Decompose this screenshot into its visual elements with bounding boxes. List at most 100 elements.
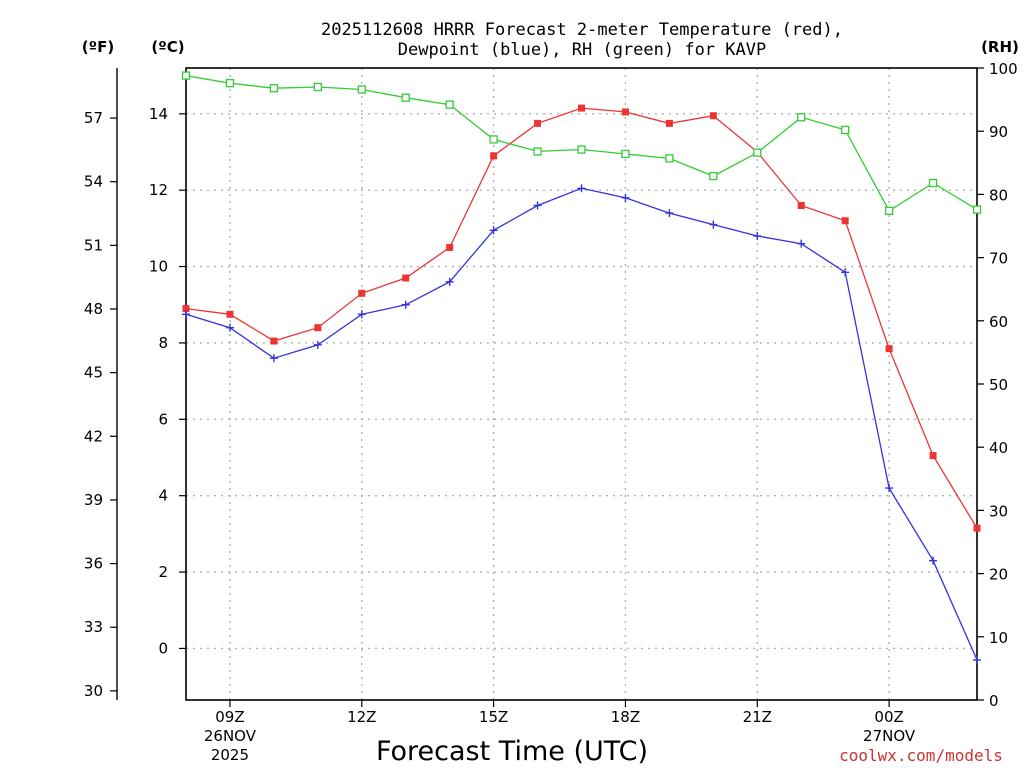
dewpoint-point xyxy=(929,556,938,565)
dewpoint-point xyxy=(797,239,806,248)
rh-tick-label: 70 xyxy=(989,250,1008,268)
plot-frame xyxy=(185,67,978,701)
temperature-point xyxy=(226,310,234,318)
dewpoint-point xyxy=(753,232,762,241)
x-tick-label: 09Z xyxy=(215,708,244,726)
dewpoint-point xyxy=(489,226,498,235)
dewpoint-point xyxy=(621,193,630,202)
celsius-tick-label: 8 xyxy=(158,334,168,352)
fahrenheit-tick-label: 39 xyxy=(84,491,103,509)
fahrenheit-tick-label: 36 xyxy=(84,555,103,573)
credit-text: coolwx.com/models xyxy=(839,746,1003,765)
temperature-line xyxy=(185,107,978,529)
rh-tick-label: 30 xyxy=(989,502,1008,520)
fahrenheit-tick-label: 48 xyxy=(84,300,103,318)
rh-point xyxy=(181,71,191,80)
dewpoint-point xyxy=(357,310,366,319)
x-tick-year-label: 2025 xyxy=(211,746,249,764)
temperature-point xyxy=(929,452,937,460)
fahrenheit-tick-label: 51 xyxy=(84,236,103,254)
rh-point xyxy=(621,149,630,159)
temperature-point xyxy=(314,324,322,332)
dewpoint-point xyxy=(313,340,322,349)
rh-tick-label: 10 xyxy=(989,629,1008,647)
rh-point xyxy=(225,79,235,88)
temperature-point xyxy=(446,243,454,251)
fahrenheit-tick-label: 30 xyxy=(84,682,103,700)
rh-point xyxy=(401,93,410,102)
x-tick-date-label: 27NOV xyxy=(863,727,916,745)
x-tick-date-label: 26NOV xyxy=(204,727,257,745)
rh-point xyxy=(489,135,498,144)
dewpoint-point xyxy=(709,220,718,229)
temperature-point xyxy=(534,119,542,127)
fahrenheit-tick-label: 33 xyxy=(84,618,103,636)
fahrenheit-tick-label: 42 xyxy=(84,427,103,445)
dewpoint-point xyxy=(225,323,234,332)
celsius-tick-label: 14 xyxy=(149,105,168,123)
temperature-point xyxy=(709,112,717,120)
rh-point xyxy=(709,171,718,181)
temperature-point xyxy=(182,305,190,313)
axes xyxy=(110,67,984,707)
celsius-unit-label: (ºC) xyxy=(151,38,184,56)
temperature-point xyxy=(490,152,498,160)
rh-point xyxy=(884,206,894,215)
dewpoint-point xyxy=(533,201,542,210)
fahrenheit-tick-label: 45 xyxy=(84,364,103,382)
fahrenheit-tick-label: 54 xyxy=(84,173,103,191)
temperature-point xyxy=(358,289,366,297)
x-tick-label: 12Z xyxy=(347,708,376,726)
fahrenheit-unit-label: (ºF) xyxy=(82,38,114,56)
rh-tick-label: 60 xyxy=(989,313,1008,331)
rh-tick-label: 0 xyxy=(989,692,999,710)
temperature-point xyxy=(973,524,981,532)
dewpoint-point xyxy=(182,310,190,319)
x-axis-label: Forecast Time (UTC) xyxy=(376,736,648,767)
temperature-point xyxy=(402,274,410,282)
temperature-point xyxy=(841,217,849,225)
fahrenheit-tick-label: 57 xyxy=(84,109,103,127)
rh-point xyxy=(269,84,279,93)
celsius-tick-label: 12 xyxy=(149,181,168,199)
rh-tick-label: 40 xyxy=(989,439,1008,457)
plot-area xyxy=(181,71,982,664)
temperature-point xyxy=(665,119,673,127)
x-tick-label: 15Z xyxy=(479,708,508,726)
temperature-point xyxy=(578,104,585,112)
chart-title-line1: 2025112608 HRRR Forecast 2-meter Tempera… xyxy=(321,20,843,40)
dewpoint-point xyxy=(401,300,410,309)
gridlines xyxy=(186,68,977,700)
dewpoint-point xyxy=(973,655,981,664)
rh-unit-label: (RH) xyxy=(981,38,1019,56)
x-tick-label: 18Z xyxy=(611,708,640,726)
rh-tick-label: 80 xyxy=(989,186,1008,204)
rh-point xyxy=(841,125,850,135)
rh-tick-label: 20 xyxy=(989,566,1008,584)
chart-title-line2: Dewpoint (blue), RH (green) for KAVP xyxy=(398,40,766,60)
rh-tick-label: 50 xyxy=(989,376,1008,394)
dewpoint-point xyxy=(885,484,894,493)
rh-point xyxy=(753,148,762,157)
temperature-point xyxy=(270,337,278,345)
celsius-tick-label: 2 xyxy=(158,563,168,581)
celsius-tick-label: 6 xyxy=(158,410,168,428)
dewpoint-point xyxy=(665,209,674,218)
rh-point xyxy=(797,113,806,122)
rh-point xyxy=(972,205,982,214)
rh-tick-label: 90 xyxy=(989,123,1008,141)
temperature-point xyxy=(797,201,805,209)
rh-point xyxy=(313,82,322,92)
celsius-tick-label: 0 xyxy=(158,639,168,657)
rh-point xyxy=(577,145,586,154)
temperature-point xyxy=(885,345,893,353)
rh-point xyxy=(928,178,938,188)
dewpoint-point xyxy=(577,184,586,193)
rh-point xyxy=(445,100,454,109)
x-tick-label: 21Z xyxy=(743,708,772,726)
dewpoint-point xyxy=(841,268,850,277)
x-tick-label: 00Z xyxy=(874,708,903,726)
dewpoint-point xyxy=(445,277,454,286)
